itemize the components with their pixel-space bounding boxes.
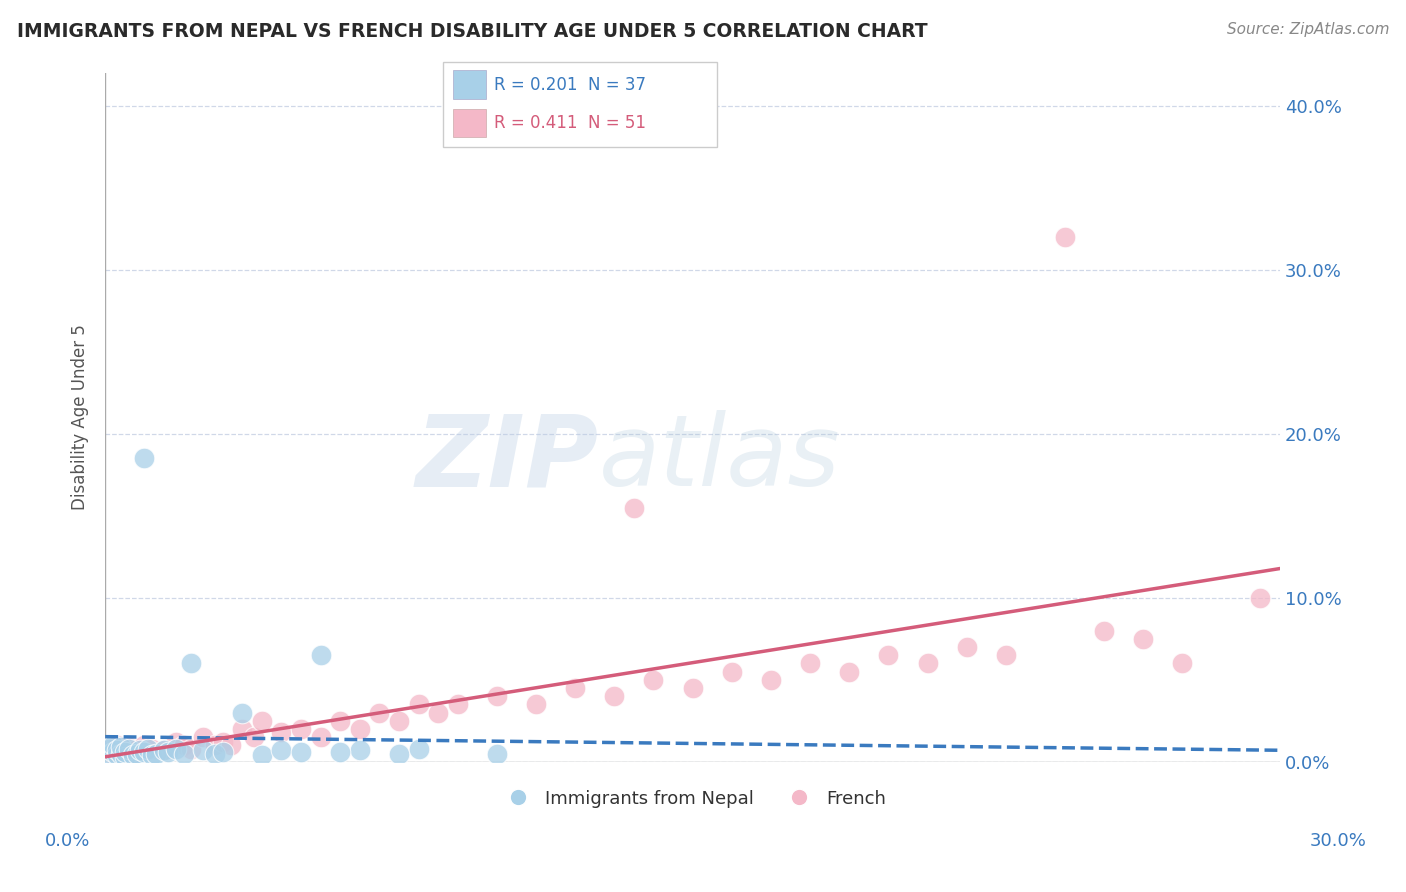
Point: [105, 748, 128, 763]
Point: [994, 648, 1017, 662]
Point: [114, 743, 136, 757]
Point: [165, 735, 187, 749]
Point: [427, 706, 450, 720]
Point: [173, 739, 195, 753]
Point: [110, 747, 132, 761]
Point: [564, 681, 586, 695]
Point: [211, 745, 233, 759]
Point: [141, 741, 163, 756]
Point: [838, 665, 860, 679]
Point: [623, 500, 645, 515]
Point: [643, 673, 665, 687]
Point: [180, 657, 202, 671]
Point: [118, 739, 141, 754]
Point: [309, 730, 332, 744]
Point: [1249, 591, 1271, 605]
Point: [917, 657, 939, 671]
Point: [118, 741, 141, 756]
Point: [388, 714, 411, 728]
Point: [105, 743, 128, 757]
Point: [231, 706, 253, 720]
Point: [114, 745, 136, 759]
Point: [101, 747, 124, 761]
Legend: Immigrants from Nepal, French: Immigrants from Nepal, French: [492, 782, 893, 814]
Point: [191, 730, 214, 744]
Point: [101, 745, 124, 759]
Point: [270, 743, 292, 757]
Text: Source: ZipAtlas.com: Source: ZipAtlas.com: [1226, 22, 1389, 37]
Point: [349, 722, 371, 736]
Point: [110, 745, 132, 759]
Point: [121, 747, 143, 761]
Point: [290, 722, 312, 736]
Point: [125, 747, 148, 761]
Point: [1053, 230, 1076, 244]
Point: [682, 681, 704, 695]
Point: [98, 741, 121, 756]
Point: [134, 451, 156, 466]
Point: [524, 698, 547, 712]
Point: [485, 689, 508, 703]
Point: [136, 741, 159, 756]
Point: [153, 743, 176, 757]
Point: [173, 747, 195, 761]
Point: [125, 741, 148, 756]
Point: [204, 739, 226, 753]
Point: [329, 745, 352, 759]
Point: [408, 741, 430, 756]
Point: [134, 745, 156, 759]
Point: [956, 640, 979, 654]
Point: [485, 747, 508, 761]
Point: [329, 714, 352, 728]
Point: [447, 698, 470, 712]
Point: [145, 747, 167, 761]
Point: [1132, 632, 1154, 646]
Point: [101, 739, 124, 753]
Point: [114, 749, 136, 764]
Point: [603, 689, 626, 703]
Point: [799, 657, 821, 671]
Point: [121, 748, 143, 763]
Point: [156, 745, 179, 759]
Point: [250, 714, 273, 728]
Point: [98, 747, 121, 761]
Point: [219, 739, 242, 753]
Point: [191, 743, 214, 757]
Point: [204, 747, 226, 761]
Point: [388, 747, 411, 761]
Point: [1092, 624, 1115, 638]
Point: [408, 698, 430, 712]
Point: [129, 745, 152, 759]
Text: 30.0%: 30.0%: [1310, 831, 1367, 849]
Point: [211, 735, 233, 749]
Point: [105, 739, 128, 753]
Text: atlas: atlas: [599, 410, 841, 508]
Point: [129, 743, 152, 757]
Point: [141, 748, 163, 763]
Text: IMMIGRANTS FROM NEPAL VS FRENCH DISABILITY AGE UNDER 5 CORRELATION CHART: IMMIGRANTS FROM NEPAL VS FRENCH DISABILI…: [17, 22, 928, 41]
Point: [180, 741, 202, 756]
Text: 0.0%: 0.0%: [45, 831, 90, 849]
Text: R = 0.411  N = 51: R = 0.411 N = 51: [494, 114, 645, 132]
Point: [309, 648, 332, 662]
Point: [1171, 657, 1194, 671]
Point: [368, 706, 391, 720]
Text: ZIP: ZIP: [416, 410, 599, 508]
Point: [231, 722, 253, 736]
Point: [290, 745, 312, 759]
Point: [153, 743, 176, 757]
Point: [165, 741, 187, 756]
Point: [877, 648, 900, 662]
Point: [243, 730, 266, 744]
Point: [110, 739, 132, 754]
Point: [349, 743, 371, 757]
Text: R = 0.201  N = 37: R = 0.201 N = 37: [494, 76, 645, 94]
Y-axis label: Disability Age Under 5: Disability Age Under 5: [72, 325, 89, 510]
Point: [134, 739, 156, 753]
Point: [720, 665, 742, 679]
Point: [250, 748, 273, 763]
Point: [759, 673, 782, 687]
Point: [270, 725, 292, 739]
Point: [98, 741, 121, 756]
